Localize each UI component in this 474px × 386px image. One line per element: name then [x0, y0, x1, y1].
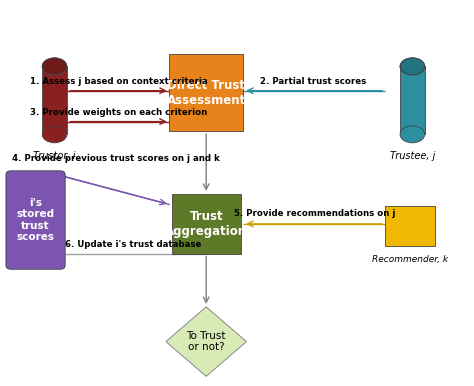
Polygon shape [166, 307, 246, 376]
Ellipse shape [400, 58, 425, 75]
Ellipse shape [42, 58, 67, 75]
Text: Trustee, j: Trustee, j [390, 151, 435, 161]
Bar [400, 66, 425, 134]
Ellipse shape [42, 126, 67, 143]
Text: 2. Partial trust scores: 2. Partial trust scores [260, 77, 366, 86]
Text: Trust
Aggregation: Trust Aggregation [165, 210, 247, 238]
FancyBboxPatch shape [172, 194, 240, 254]
Ellipse shape [400, 126, 425, 143]
Ellipse shape [400, 58, 425, 75]
Ellipse shape [42, 58, 67, 75]
Text: To Trust
or not?: To Trust or not? [186, 331, 226, 352]
Text: 6. Update i's trust database: 6. Update i's trust database [65, 240, 202, 249]
FancyBboxPatch shape [385, 205, 435, 246]
Text: 4. Provide previous trust scores on j and k: 4. Provide previous trust scores on j an… [12, 154, 220, 163]
Text: Recommender, k: Recommender, k [372, 255, 448, 264]
Text: Trustor, i: Trustor, i [33, 151, 76, 161]
Text: Direct Trust
Assessment: Direct Trust Assessment [166, 79, 246, 107]
Bar [42, 66, 67, 134]
Text: i's
stored
trust
scores: i's stored trust scores [17, 198, 55, 242]
Text: 3. Provide weights on each criterion: 3. Provide weights on each criterion [30, 108, 207, 117]
Text: 1. Assess j based on context criteria: 1. Assess j based on context criteria [30, 77, 207, 86]
FancyBboxPatch shape [169, 54, 243, 131]
Text: 5. Provide recommendations on j: 5. Provide recommendations on j [234, 209, 395, 218]
FancyBboxPatch shape [6, 171, 65, 269]
